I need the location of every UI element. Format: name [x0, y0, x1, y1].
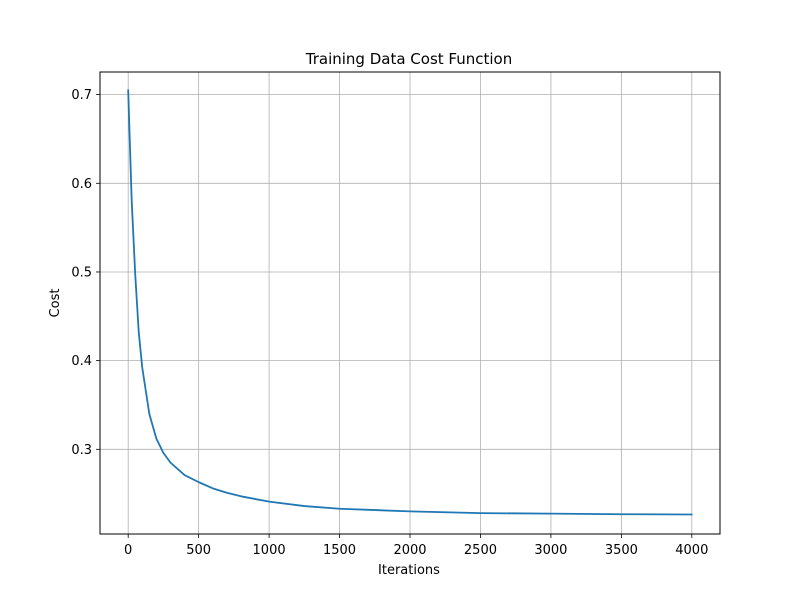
y-axis-label: Cost [48, 289, 63, 318]
x-tick-label: 0 [124, 543, 132, 558]
y-axis: 0.3 0.4 0.5 0.6 0.7 [71, 88, 100, 458]
x-axis: 0 500 1000 1500 2000 2500 3000 3500 4000 [124, 534, 708, 558]
y-tick-label: 0.5 [71, 265, 92, 280]
x-tick-label: 4000 [675, 543, 708, 558]
y-tick-label: 0.3 [71, 443, 92, 458]
x-tick-label: 3500 [605, 543, 638, 558]
grid-lines [100, 72, 720, 534]
plot-area [127, 89, 693, 516]
x-tick-label: 1500 [323, 543, 356, 558]
x-tick-label: 2000 [393, 543, 426, 558]
y-tick-label: 0.4 [71, 354, 92, 369]
x-axis-label: Iterations [378, 563, 440, 578]
x-tick-label: 500 [186, 543, 211, 558]
series-line-0 [127, 89, 693, 516]
x-tick-label: 1000 [253, 543, 286, 558]
chart-title: Training Data Cost Function [305, 50, 512, 68]
x-tick-label: 3000 [534, 543, 567, 558]
y-tick-label: 0.7 [71, 88, 92, 103]
y-tick-label: 0.6 [71, 177, 92, 192]
x-tick-label: 2500 [464, 543, 497, 558]
